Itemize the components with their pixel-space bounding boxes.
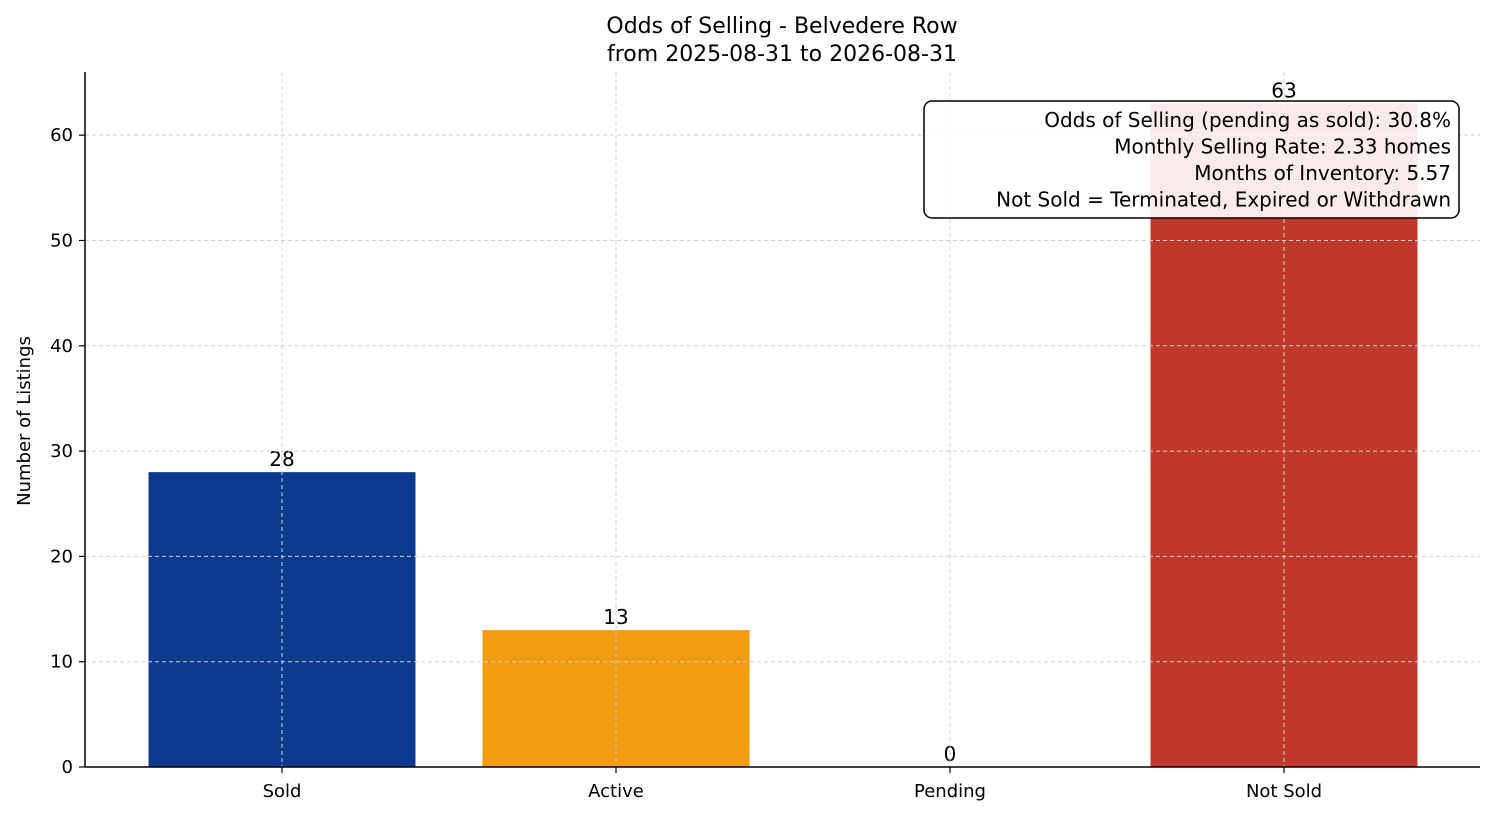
annotation-line: Monthly Selling Rate: 2.33 homes [1114,135,1451,159]
x-tick-label-pending: Pending [914,781,986,802]
x-tick-label-active: Active [588,781,644,802]
chart-title: Odds of Selling - Belvedere Row [606,14,957,39]
chart-subtitle: from 2025-08-31 to 2026-08-31 [607,42,957,67]
y-tick-label: 20 [50,546,73,567]
y-tick-label: 0 [62,757,73,778]
y-tick-label: 60 [50,125,73,146]
x-tick-label-sold: Sold [263,781,302,802]
annotation-frame [923,100,1460,219]
axes: 0 10 20 30 40 50 60 Sold Active Pending Not Sold [50,72,1480,802]
annotation-line: Odds of Selling (pending as sold): 30.8% [1044,108,1451,132]
y-tick-label: 30 [50,441,73,462]
y-axis-label: Number of Listings [14,336,35,506]
y-tick-label: 50 [50,230,73,251]
annotation-box: Odds of Selling (pending as sold): 30.8%… [923,100,1460,219]
y-tick-label: 10 [50,652,73,673]
annotation-line: Months of Inventory: 5.57 [1194,161,1451,185]
x-tick-label-not-sold: Not Sold [1246,781,1322,802]
annotation-line: Not Sold = Terminated, Expired or Withdr… [996,188,1451,212]
y-tick-label: 40 [50,336,73,357]
